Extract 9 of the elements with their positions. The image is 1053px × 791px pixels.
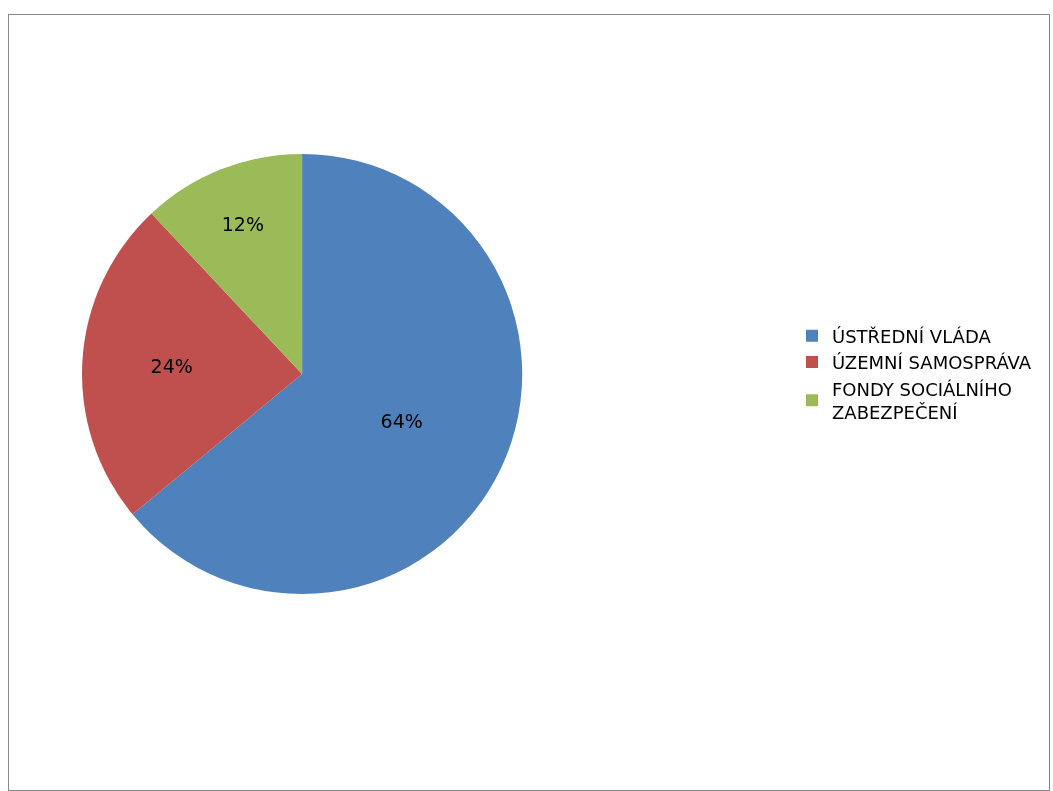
data-label: 64% (380, 409, 423, 432)
pie-slice (132, 153, 523, 595)
legend-label: ÚZEMNÍ SAMOSPRÁVA (832, 352, 1032, 374)
pie-slice (82, 213, 303, 515)
legend-label: FONDY SOCIÁLNÍHO ZABEZPEČENÍ (832, 378, 1012, 423)
data-label: 12% (221, 213, 264, 236)
data-label: 24% (150, 354, 193, 377)
legend-label: ÚSTŘEDNÍ VLÁDA (832, 325, 992, 347)
pie-slice (151, 153, 303, 374)
